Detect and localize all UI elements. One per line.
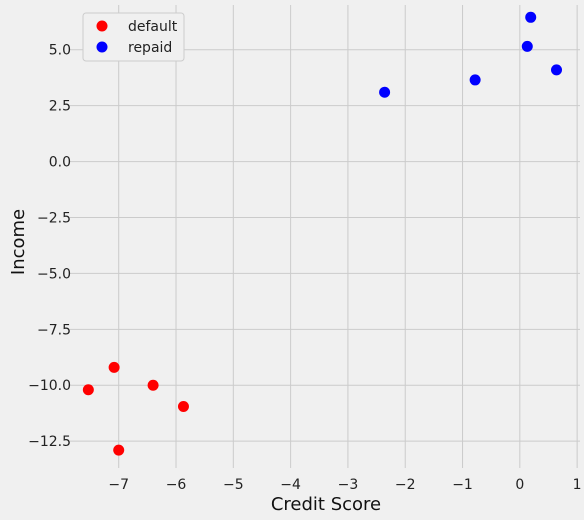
- y-axis-label: Income: [8, 209, 29, 275]
- legend-box: [82, 12, 185, 62]
- y-tick-labels: 5.0 2.5 0.0 −2.5 −5.0 −7.5 −10.0 −12.5: [28, 43, 71, 450]
- y-tick-label: 2.5: [49, 99, 71, 115]
- data-points: [82, 11, 563, 456]
- y-tick-label: −2.5: [37, 210, 71, 226]
- y-tick-label: 0.0: [49, 155, 71, 171]
- x-tick-label: −2: [395, 477, 416, 493]
- x-tick-label: −5: [223, 477, 244, 493]
- x-tick-label: −7: [108, 477, 129, 493]
- data-point-default: [147, 379, 159, 391]
- x-tick-label: 0: [515, 477, 524, 493]
- y-tick-label: −7.5: [37, 322, 71, 338]
- legend-label-default: default: [128, 19, 178, 35]
- data-point-repaid: [521, 40, 533, 52]
- data-point-default: [82, 384, 94, 396]
- data-point-default: [113, 444, 125, 456]
- x-tick-label: −6: [166, 477, 187, 493]
- x-tick-label: −1: [452, 477, 473, 493]
- data-point-repaid: [379, 86, 391, 98]
- legend-marker-default: [96, 20, 108, 32]
- grid: [70, 5, 580, 468]
- y-tick-label: −10.0: [28, 378, 71, 394]
- y-tick-label: −12.5: [28, 434, 71, 450]
- data-point-repaid: [525, 11, 537, 23]
- legend-marker-repaid: [96, 41, 108, 53]
- data-point-default: [177, 400, 189, 412]
- data-point-default: [108, 361, 120, 373]
- data-point-repaid: [469, 74, 481, 86]
- y-tick-label: 5.0: [49, 43, 71, 59]
- x-tick-labels: −7 −6 −5 −4 −3 −2 −1 0 1: [108, 477, 581, 493]
- y-tick-label: −5.0: [37, 266, 71, 282]
- data-point-repaid: [551, 64, 563, 76]
- x-tick-label: −3: [338, 477, 359, 493]
- legend: default repaid: [82, 12, 185, 62]
- x-axis-label: Credit Score: [271, 494, 381, 515]
- legend-label-repaid: repaid: [128, 40, 172, 56]
- x-tick-label: −4: [280, 477, 301, 493]
- x-tick-label: 1: [573, 477, 582, 493]
